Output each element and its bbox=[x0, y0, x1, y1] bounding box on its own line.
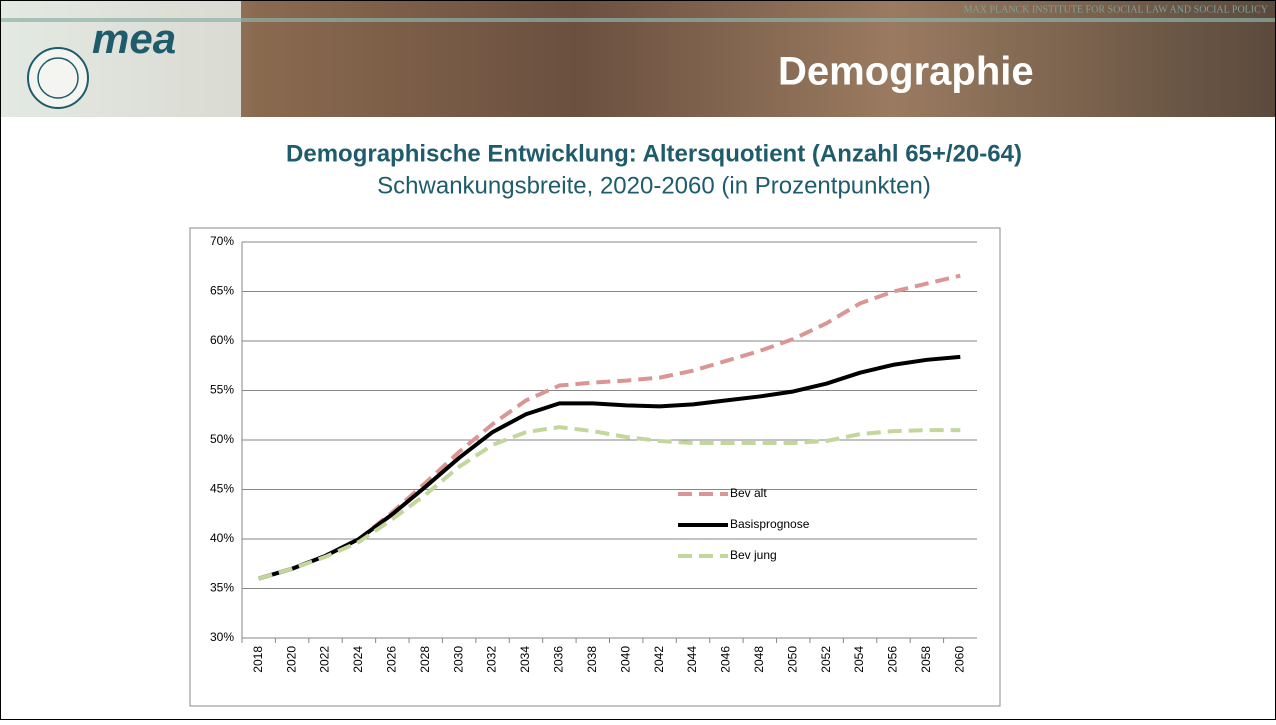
x-tick-label: 2018 bbox=[251, 646, 265, 673]
x-tick-label: 2030 bbox=[451, 646, 465, 673]
y-tick-label: 65% bbox=[210, 284, 234, 298]
plot: 30% 35% 40% 45% 50% 55% 60% 65% 70% 2018 2020 2022 2… bbox=[210, 234, 977, 673]
x-tick-label: 2042 bbox=[652, 646, 666, 673]
logo-text: mea bbox=[92, 15, 176, 62]
y-tick-label: 45% bbox=[210, 482, 234, 496]
x-tick-label: 2038 bbox=[585, 646, 599, 673]
legend-label: Bev jung bbox=[730, 548, 777, 562]
y-tick-label: 55% bbox=[210, 383, 234, 397]
x-tick-label: 2028 bbox=[418, 646, 432, 673]
logo-emblem bbox=[27, 47, 89, 109]
series-line bbox=[258, 354, 961, 581]
x-tick-label: 2048 bbox=[752, 646, 766, 673]
legend-label: Basisprognose bbox=[730, 517, 810, 531]
x-tick-label: 2050 bbox=[785, 646, 799, 673]
y-tick-label: 70% bbox=[210, 234, 234, 248]
institute-name: MAX PLANCK INSTITUTE FOR SOCIAL LAW AND … bbox=[964, 4, 1268, 15]
y-tick-label: 40% bbox=[210, 531, 234, 545]
x-tick-label: 2034 bbox=[518, 646, 532, 673]
y-tick-label: 60% bbox=[210, 333, 234, 347]
series-line bbox=[258, 425, 961, 581]
x-tick-label: 2040 bbox=[618, 646, 632, 673]
x-tick-label: 2060 bbox=[952, 646, 966, 673]
y-tick-label: 50% bbox=[210, 432, 234, 446]
x-tick-label: 2058 bbox=[919, 646, 933, 673]
chart-subtitle: Schwankungsbreite, 2020-2060 (in Prozent… bbox=[377, 172, 931, 199]
x-tick-label: 2024 bbox=[351, 646, 365, 673]
chart-frame bbox=[189, 227, 1001, 707]
x-tick-label: 2022 bbox=[318, 646, 332, 673]
x-tick-label: 2026 bbox=[385, 646, 399, 673]
x-tick-label: 2020 bbox=[284, 646, 298, 673]
x-tick-label: 2056 bbox=[886, 646, 900, 673]
x-tick-label: 2036 bbox=[552, 646, 566, 673]
logo-emblem-inner bbox=[37, 57, 79, 99]
x-tick-label: 2044 bbox=[685, 646, 699, 673]
x-tick-label: 2046 bbox=[719, 646, 733, 673]
header-stripe bbox=[1, 18, 1275, 22]
x-tick-label: 2032 bbox=[485, 646, 499, 673]
chart-title: Demographische Entwicklung: Altersquotie… bbox=[286, 140, 1022, 167]
x-tick-label: 2052 bbox=[819, 646, 833, 673]
y-tick-label: 35% bbox=[210, 581, 234, 595]
x-tick-label: 2054 bbox=[852, 646, 866, 673]
section-title: Demographie bbox=[778, 50, 1034, 94]
legend-label: Bev alt bbox=[730, 486, 767, 500]
y-tick-label: 30% bbox=[210, 630, 234, 644]
